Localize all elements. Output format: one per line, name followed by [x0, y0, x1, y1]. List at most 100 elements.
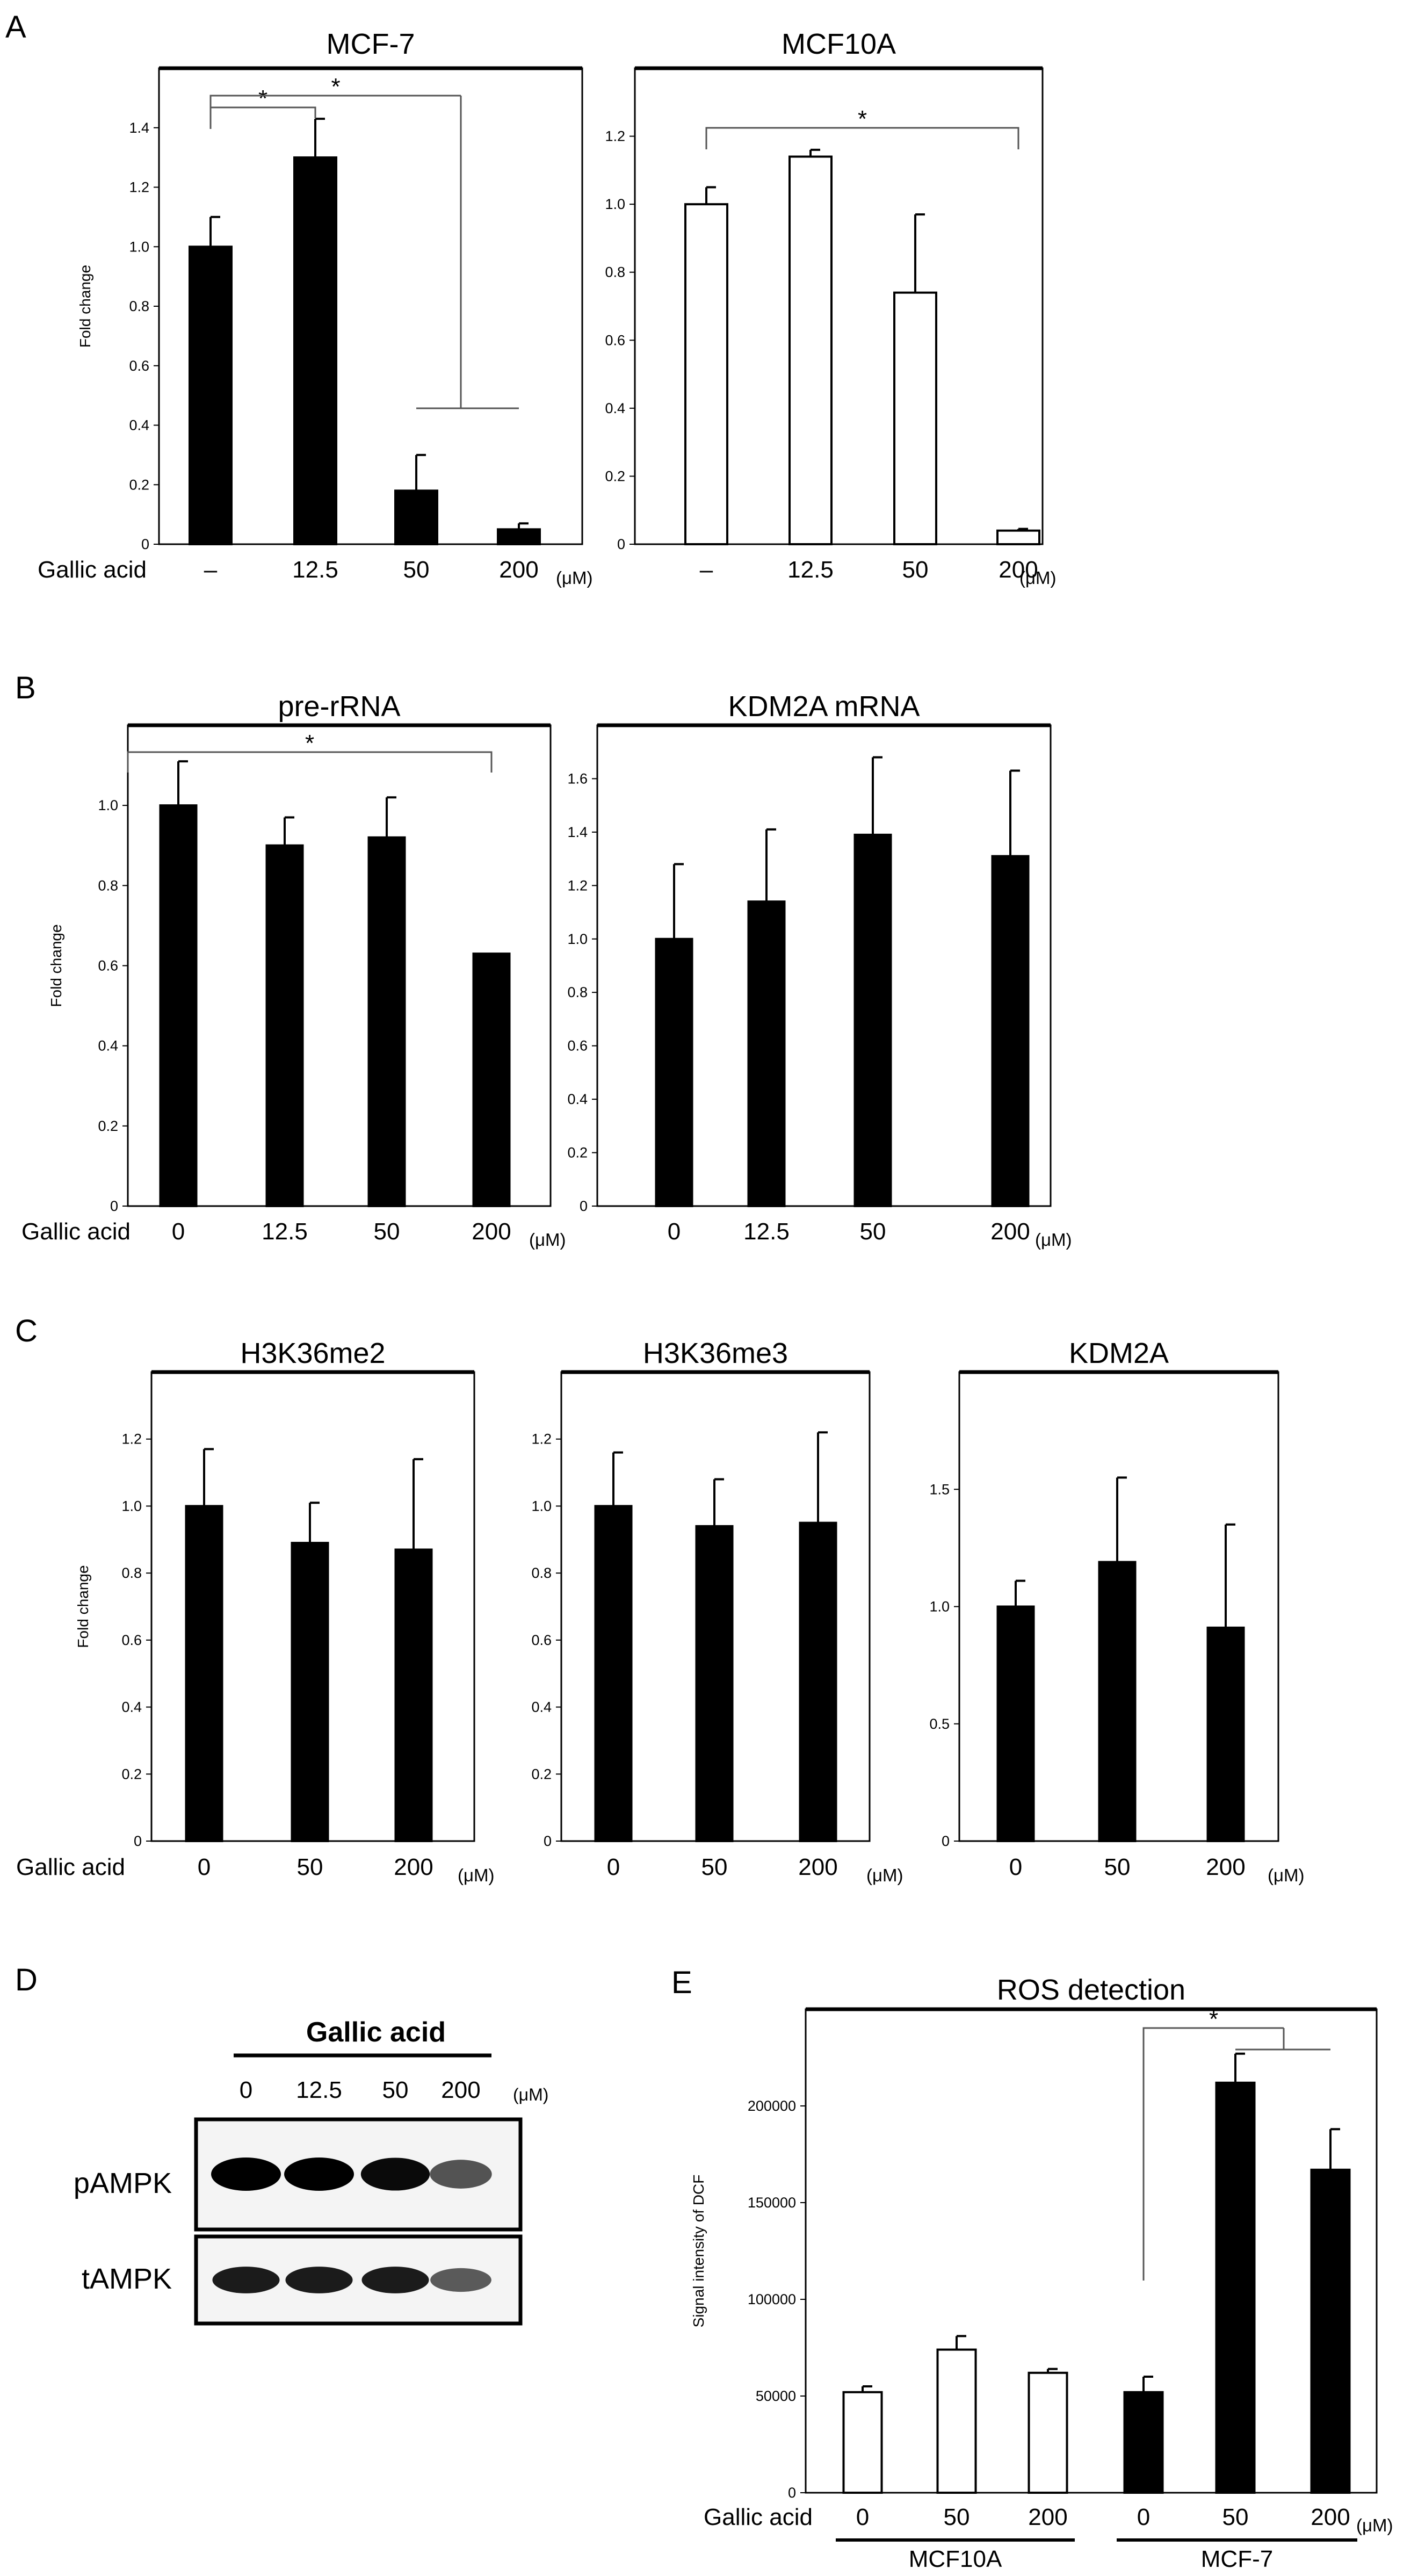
- row-label-gallic-acid: Gallic acid: [16, 1854, 125, 1880]
- panel-letter-a: A: [5, 10, 26, 45]
- category-label: 200: [394, 1854, 433, 1880]
- y-tick-label: 100000: [748, 2291, 796, 2307]
- group-label: MCF10A: [909, 2546, 1002, 2572]
- significance-star: *: [1209, 2006, 1218, 2032]
- unit-label: (μM): [1035, 1230, 1072, 1250]
- significance-bracket: [705, 127, 1019, 149]
- blot-band: [211, 2158, 281, 2191]
- unit-label: (μM): [1268, 1865, 1304, 1885]
- category-label: 200: [472, 1218, 511, 1245]
- y-tick-label: 0.6: [531, 1632, 552, 1648]
- y-tick-label: 0.2: [567, 1145, 588, 1161]
- bar: [394, 1548, 433, 1843]
- bar: [853, 833, 892, 1207]
- y-tick-label: 1.0: [531, 1498, 552, 1514]
- y-tick-label: 1.4: [129, 120, 149, 136]
- category-label: 200: [999, 557, 1038, 583]
- category-label: 12.5: [262, 1218, 308, 1245]
- plot-frame: [805, 2008, 1378, 2494]
- category-label: 50: [1222, 2504, 1249, 2530]
- y-tick-label: 0.8: [129, 298, 149, 314]
- y-tick-label: 0.6: [605, 332, 625, 348]
- category-label: 50: [403, 557, 430, 583]
- blot-band: [430, 2268, 491, 2292]
- blot-band: [212, 2267, 280, 2293]
- y-tick-label: 0.6: [567, 1038, 588, 1054]
- category-label: 12.5: [743, 1218, 790, 1245]
- y-tick-label: 1.0: [121, 1498, 142, 1514]
- y-tick-label: 200000: [748, 2098, 796, 2114]
- category-label: 200: [798, 1854, 837, 1880]
- significance-star: *: [305, 730, 314, 756]
- chart-title: MCF-7: [327, 28, 415, 60]
- blot-conc-0: 0: [240, 2077, 252, 2103]
- bar: [788, 155, 833, 545]
- category-label: 200: [499, 557, 538, 583]
- bar: [893, 291, 937, 546]
- chart-mcf7-viability: MCF-7 0 0.2 0.4 0.6 0.8 1.0 1.2 1.4 Fold change – 1…: [38, 28, 592, 588]
- significance-star: *: [331, 74, 340, 100]
- chart-title: MCF10A: [782, 28, 896, 60]
- category-label: –: [700, 557, 713, 583]
- y-tick-label: 1.4: [567, 824, 588, 840]
- bar: [159, 804, 198, 1207]
- significance-bracket: [209, 95, 461, 117]
- category-label: 50: [1104, 1854, 1131, 1880]
- chart-ros-detection: ROS detection 0 50000 100000 150000 200000 Sig…: [690, 1974, 1393, 2572]
- chart-title: KDM2A mRNA: [728, 690, 920, 723]
- category-label: 50: [860, 1218, 886, 1245]
- bar: [1215, 2081, 1256, 2494]
- chart-kdm2a-protein: KDM2A 0 0.5 1.0 1.5 0 50 200 (μM): [929, 1337, 1304, 1885]
- y-axis-label: Fold change: [75, 1565, 91, 1648]
- unit-label: (μM): [529, 1230, 566, 1250]
- unit-label: (μM): [866, 1865, 903, 1885]
- y-tick-label: 1.2: [531, 1431, 552, 1447]
- significance-bracket: [1142, 2027, 1284, 2281]
- blot-band: [284, 2158, 354, 2191]
- blot-row-label-pampk: pAMPK: [74, 2167, 172, 2199]
- significance-bracket-branch: [1235, 2028, 1330, 2051]
- category-label: –: [204, 557, 218, 583]
- category-label: 50: [701, 1854, 728, 1880]
- y-tick-label: 0.4: [605, 400, 625, 416]
- y-tick-label: 1.0: [129, 239, 149, 255]
- y-tick-label: 0.6: [98, 958, 118, 974]
- bar: [472, 953, 511, 1207]
- y-tick-label: 1.0: [929, 1599, 950, 1615]
- bar: [1206, 1626, 1245, 1842]
- category-label: 0: [668, 1218, 681, 1245]
- chart-pre-rrna: pre-rRNA 0 0.2 0.4 0.6 0.8 1.0 Fold change 0 12.5…: [21, 690, 566, 1250]
- blot-bands-pampk: [211, 2158, 492, 2191]
- bar: [936, 2348, 977, 2494]
- y-tick-label: 0.8: [531, 1565, 552, 1581]
- significance-bracket: [209, 106, 316, 129]
- y-tick-label: 0.8: [98, 877, 118, 893]
- y-tick-label: 0: [788, 2485, 796, 2501]
- chart-h3k36me3: H3K36me3 0 0.2 0.4 0.6 0.8 1.0 1.2 0 50 200 (μM): [531, 1337, 903, 1885]
- significance-bracket-branch: [416, 96, 519, 409]
- panel-letter-b: B: [15, 670, 36, 705]
- category-label: 0: [607, 1854, 620, 1880]
- y-tick-label: 0.4: [531, 1699, 552, 1715]
- blot-unit: (μM): [513, 2085, 548, 2104]
- y-tick-label: 50000: [756, 2388, 796, 2404]
- category-label: 12.5: [292, 557, 338, 583]
- bar: [996, 529, 1040, 546]
- row-label-gallic-acid: Gallic acid: [38, 557, 147, 583]
- blot-conc-3: 200: [441, 2077, 480, 2103]
- unit-label: (μM): [458, 1865, 494, 1885]
- y-tick-label: 0.2: [98, 1118, 118, 1134]
- bar: [1123, 2391, 1164, 2494]
- y-tick-label: 0: [134, 1833, 142, 1849]
- significance-bracket: [127, 751, 493, 773]
- bar: [991, 855, 1030, 1207]
- blot-band: [430, 2160, 492, 2189]
- bar: [367, 836, 406, 1208]
- y-tick-label: 0: [544, 1833, 552, 1849]
- bar: [497, 528, 541, 545]
- bar: [594, 1505, 633, 1842]
- y-tick-label: 0.2: [129, 477, 149, 493]
- category-label: 50: [902, 557, 929, 583]
- chart-mcf10a-viability: MCF10A 0 0.2 0.4 0.6 0.8 1.0 1.2 – 12.5 50 200(μM) *: [605, 28, 1056, 588]
